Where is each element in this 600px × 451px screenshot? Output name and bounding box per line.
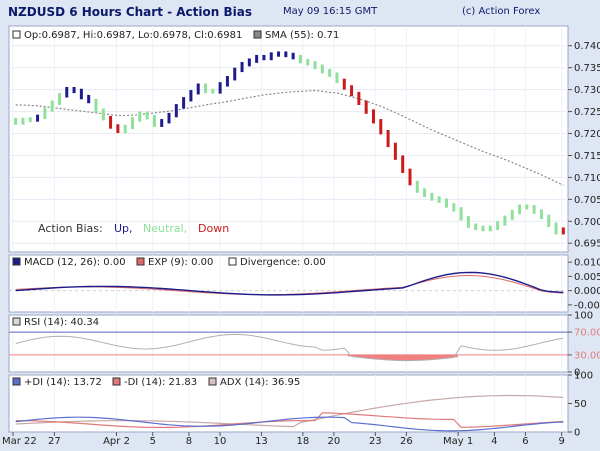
price-ytick-label: 0.695 — [574, 239, 600, 250]
xtick-label: May 1 — [443, 436, 473, 447]
adx-legend: ADX (14): 36.95 — [220, 377, 300, 388]
dmi-ytick-label: 50 — [574, 399, 587, 410]
adx-line — [15, 394, 564, 428]
xtick-label: 23 — [369, 436, 382, 447]
xtick-label: 13 — [255, 436, 268, 447]
bias-label: Action Bias: — [38, 222, 103, 235]
price-ytick-label: 0.705 — [574, 195, 600, 206]
xtick-label: 18 — [296, 436, 309, 447]
price-ytick-label: 0.735 — [574, 63, 600, 74]
rsi-ytick-label: 30.00 — [574, 350, 600, 361]
chart-header: NZDUSD 6 Hours Chart - Action Bias May 0… — [0, 0, 600, 24]
rsi-line — [15, 333, 564, 362]
exp-legend: EXP (9): 0.00 — [148, 257, 213, 268]
bias-down-label: Down — [198, 222, 229, 235]
price-ytick-label: 0.730 — [574, 85, 600, 96]
price-ytick-label: 0.715 — [574, 151, 600, 162]
price-ytick-label: 0.700 — [574, 217, 600, 228]
exp-legend-swatch — [136, 257, 145, 266]
dmi-ytick-label: 0 — [574, 428, 580, 439]
ohlc-legend: Op:0.6987, Hi:0.6987, Lo:0.6978, Cl:0.69… — [24, 30, 242, 41]
macd-legend-swatch — [12, 257, 21, 266]
xtick-label: 9 — [558, 436, 564, 447]
plus-di-legend: +DI (14): 13.72 — [24, 377, 102, 388]
rsi-ytick-label: 0 — [574, 368, 580, 379]
sma-line — [15, 89, 564, 186]
rsi-ytick-label: 100 — [574, 311, 593, 322]
div-legend-swatch — [228, 257, 237, 266]
price-panel — [8, 25, 569, 253]
macd-ytick-label: 0.005 — [574, 272, 600, 283]
div-legend: Divergence: 0.00 — [240, 257, 326, 268]
xtick-label: 4 — [491, 436, 497, 447]
price-ytick-label: 0.740 — [574, 41, 600, 52]
price-ytick-label: 0.710 — [574, 173, 600, 184]
plus-di-line — [15, 416, 564, 432]
rsi-legend-swatch — [12, 317, 21, 326]
xtick-label: 8 — [186, 436, 192, 447]
xtick-label: 26 — [400, 436, 413, 447]
bias-up-label: Up, — [114, 222, 133, 235]
macd-ytick-label: 0.000 — [574, 286, 600, 297]
dmi-ytick-label: 100 — [574, 371, 593, 382]
price-ytick-label: 0.720 — [574, 129, 600, 140]
bias-neutral-label: Neutral, — [143, 222, 187, 235]
ohlc-legend-swatch — [12, 30, 21, 39]
xtick-label: Mar 22 — [2, 436, 37, 447]
minus-di-legend-swatch — [112, 377, 121, 386]
minus-di-legend: -DI (14): 21.83 — [124, 377, 197, 388]
chart-timestamp: May 09 16:15 GMT — [283, 6, 378, 17]
xtick-label: 5 — [150, 436, 156, 447]
copyright: (c) Action Forex — [462, 6, 541, 17]
minus-di-line — [15, 412, 564, 429]
xtick-label: 6 — [522, 436, 528, 447]
price-ytick-label: 0.725 — [574, 107, 600, 118]
sma-legend: SMA (55): 0.71 — [265, 30, 339, 41]
rsi-legend: RSI (14): 40.34 — [24, 317, 99, 328]
xtick-label: 10 — [214, 436, 227, 447]
macd-ytick-label: 0.010 — [574, 258, 600, 269]
macd-line — [15, 271, 564, 296]
xtick-label: 20 — [328, 436, 341, 447]
macd-legend: MACD (12, 26): 0.00 — [24, 257, 126, 268]
rsi-ytick-label: 70.00 — [574, 328, 600, 339]
macd-ytick-label: -0.005 — [574, 300, 600, 311]
macd-panel — [8, 254, 569, 313]
dmi-panel — [8, 374, 569, 433]
chart-title: NZDUSD 6 Hours Chart - Action Bias — [8, 5, 252, 19]
sma-legend-swatch — [253, 30, 262, 39]
plus-di-legend-swatch — [12, 377, 21, 386]
adx-legend-swatch — [208, 377, 217, 386]
xtick-label: Apr 2 — [103, 436, 130, 447]
xtick-label: 27 — [48, 436, 61, 447]
